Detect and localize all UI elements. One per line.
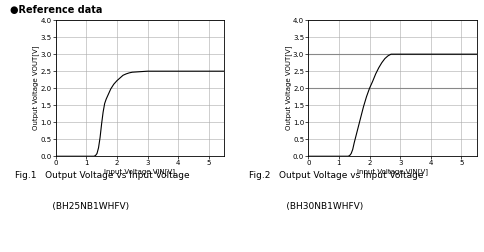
X-axis label: Input Voltage VIN[V]: Input Voltage VIN[V] [357, 168, 428, 175]
Text: ●Reference data: ●Reference data [10, 5, 102, 15]
Text: Fig.1   Output Voltage vs Input Voltage: Fig.1 Output Voltage vs Input Voltage [15, 171, 189, 180]
X-axis label: Input Voltage VIN[V]: Input Voltage VIN[V] [105, 168, 175, 175]
Text: (BH30NB1WHFV): (BH30NB1WHFV) [249, 202, 363, 211]
Text: Fig.2   Output Voltage vs Input Voltage: Fig.2 Output Voltage vs Input Voltage [249, 171, 424, 180]
Y-axis label: Output Voltage VOUT[V]: Output Voltage VOUT[V] [32, 46, 39, 131]
Y-axis label: Output Voltage VOUT[V]: Output Voltage VOUT[V] [285, 46, 291, 131]
Text: (BH25NB1WHFV): (BH25NB1WHFV) [15, 202, 129, 211]
